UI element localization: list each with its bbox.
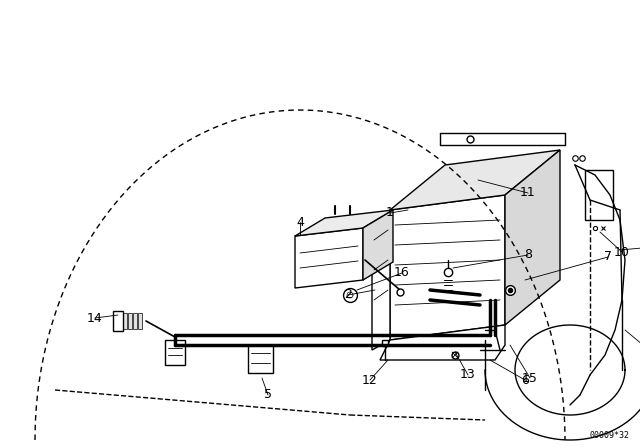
Bar <box>585 170 613 220</box>
Text: 14: 14 <box>87 311 103 324</box>
Polygon shape <box>380 325 505 360</box>
Bar <box>248 345 273 373</box>
Polygon shape <box>390 195 505 340</box>
Text: 12: 12 <box>362 374 378 387</box>
Bar <box>138 313 142 329</box>
Text: 10: 10 <box>614 246 630 258</box>
Polygon shape <box>295 228 363 288</box>
Text: 1: 1 <box>386 207 394 220</box>
Text: 5: 5 <box>264 388 272 401</box>
Bar <box>165 340 185 365</box>
Text: 15: 15 <box>522 371 538 384</box>
Bar <box>113 311 123 331</box>
Polygon shape <box>295 210 393 236</box>
Text: 7: 7 <box>604 250 612 263</box>
Polygon shape <box>363 210 393 280</box>
Bar <box>133 313 137 329</box>
Text: 4: 4 <box>296 215 304 228</box>
Polygon shape <box>390 150 560 210</box>
Bar <box>118 313 122 329</box>
Text: 2: 2 <box>344 289 352 302</box>
Text: 3: 3 <box>638 241 640 254</box>
Bar <box>128 313 132 329</box>
Text: 6: 6 <box>521 374 529 387</box>
Text: 11: 11 <box>520 186 536 199</box>
Text: 13: 13 <box>460 369 476 382</box>
Text: 16: 16 <box>394 267 410 280</box>
Polygon shape <box>505 150 560 325</box>
Text: 00009*32: 00009*32 <box>590 431 630 439</box>
Bar <box>123 313 127 329</box>
Polygon shape <box>372 210 390 350</box>
Text: 8: 8 <box>524 249 532 262</box>
